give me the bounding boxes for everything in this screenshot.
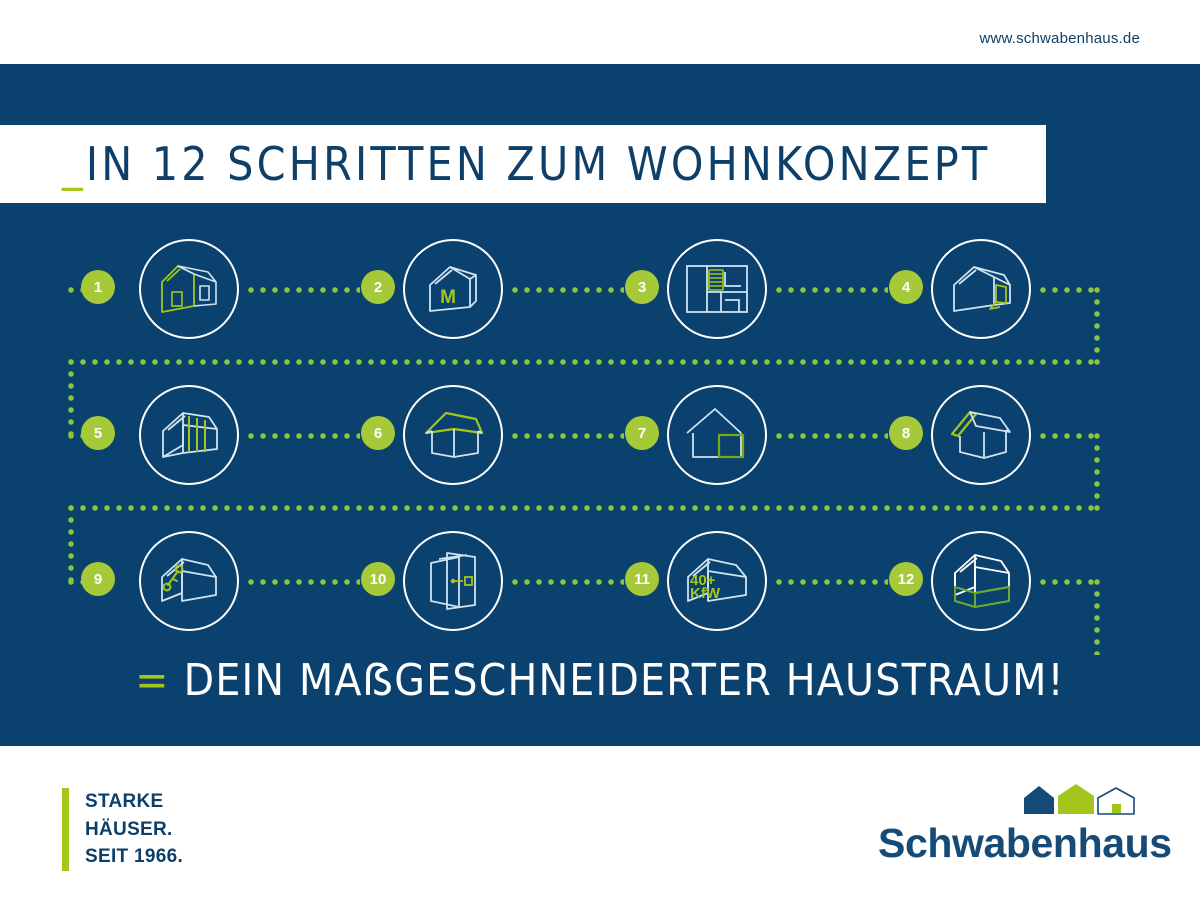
title-label: IN 12 SCHRITTEN ZUM WOHNKONZEPT (85, 137, 991, 191)
page-title: _IN 12 SCHRITTEN ZUM WOHNKONZEPT (62, 137, 990, 191)
connector-12-end (1040, 579, 1100, 585)
connector-2-3 (512, 287, 624, 293)
connector-wrap-back-1 (68, 359, 1100, 365)
tagline-text: DEIN MAẞGESCHNEIDERTER HAUSTRAUM! (183, 655, 1065, 706)
house-with-roof-rafters-icon (162, 412, 218, 458)
step-badge-3[interactable]: 3 (625, 270, 659, 304)
house-with-m-letter-icon: M (429, 266, 477, 312)
step-icon-6[interactable] (403, 385, 503, 485)
step-badge-1[interactable]: 1 (81, 270, 115, 304)
step-icon-12[interactable] (931, 531, 1031, 631)
house-with-key-icon (161, 558, 217, 602)
connector-9-10 (248, 579, 360, 585)
connector-8-wrap (1040, 433, 1100, 439)
step-badge-4[interactable]: 4 (889, 270, 923, 304)
step-badge-5[interactable]: 5 (81, 416, 115, 450)
connector-1-2 (248, 287, 360, 293)
connector-wrap-left-down-1 (68, 359, 74, 435)
house-isometric-green-outline-icon (161, 265, 217, 313)
step-badge-2[interactable]: 2 (361, 270, 395, 304)
step-icon-8[interactable] (931, 385, 1031, 485)
step-icon-3[interactable] (667, 239, 767, 339)
house-outline-with-green-square-icon (686, 408, 745, 459)
connector-wrap-down-1 (1094, 287, 1100, 365)
step-icon-1[interactable] (139, 239, 239, 339)
step-badge-6[interactable]: 6 (361, 416, 395, 450)
step11-label-40plus: 40+ (690, 572, 716, 589)
website-url[interactable]: www.schwabenhaus.de (979, 30, 1140, 47)
tagline: = DEIN MAẞGESCHNEIDERTER HAUSTRAUM! (0, 655, 1200, 706)
connector-4-wrap (1040, 287, 1100, 293)
house-with-green-base-icon (954, 554, 1010, 608)
step-badge-8[interactable]: 8 (889, 416, 923, 450)
brand-logo[interactable]: Schwabenhaus (878, 782, 1172, 866)
step-icon-2[interactable]: M (403, 239, 503, 339)
claim-line-3: SEIT 1966. (85, 846, 184, 868)
step-badge-11[interactable]: 11 (625, 562, 659, 596)
step-icon-7[interactable] (667, 385, 767, 485)
house-with-green-gable-icon (950, 410, 1011, 459)
connector-6-7 (512, 433, 624, 439)
connector-wrap-down-2 (1094, 433, 1100, 511)
connector-7-8 (776, 433, 888, 439)
floor-plan-with-stairs-icon (686, 265, 748, 313)
house-kfw-40-plus-icon: 40+ KfW (687, 558, 747, 602)
step-icon-5[interactable] (139, 385, 239, 485)
top-strip: www.schwabenhaus.de (0, 0, 1200, 64)
step-badge-7[interactable]: 7 (625, 416, 659, 450)
step11-label-kfw: KfW (690, 585, 721, 602)
open-door-icon (430, 552, 476, 610)
connector-10-11 (512, 579, 624, 585)
step-icon-4[interactable] (931, 239, 1031, 339)
connector-5-6 (248, 433, 360, 439)
claim-line-2: HÄUSER. (85, 818, 173, 840)
step-badge-10[interactable]: 10 (361, 562, 395, 596)
claim-line-1: STARKE (85, 791, 164, 812)
house-with-green-roof-icon (424, 411, 484, 458)
connector-end-down (1094, 579, 1100, 655)
title-band: _IN 12 SCHRITTEN ZUM WOHNKONZEPT (0, 125, 1046, 203)
tagline-equals: = (135, 655, 170, 706)
step-icon-10[interactable] (403, 531, 503, 631)
step-badge-9[interactable]: 9 (81, 562, 115, 596)
step-icon-9[interactable] (139, 531, 239, 631)
house-with-green-door-icon (953, 266, 1011, 312)
brand-claim: STARKE HÄUSER. SEIT 1966. (62, 788, 183, 871)
connector-11-12 (776, 579, 888, 585)
schwabenhaus-houses-logo-icon (1024, 784, 1135, 815)
step-badge-12[interactable]: 12 (889, 562, 923, 596)
connector-wrap-left-down-2 (68, 505, 74, 581)
step2-letter-m: M (440, 287, 456, 308)
brand-name: Schwabenhaus (878, 820, 1172, 866)
connector-wrap-back-2 (68, 505, 1100, 511)
connector-3-4 (776, 287, 888, 293)
title-underscore: _ (62, 137, 86, 191)
footer: STARKE HÄUSER. SEIT 1966. Schwabenhaus (0, 746, 1200, 900)
step-icon-11[interactable]: 40+ KfW (667, 531, 767, 631)
